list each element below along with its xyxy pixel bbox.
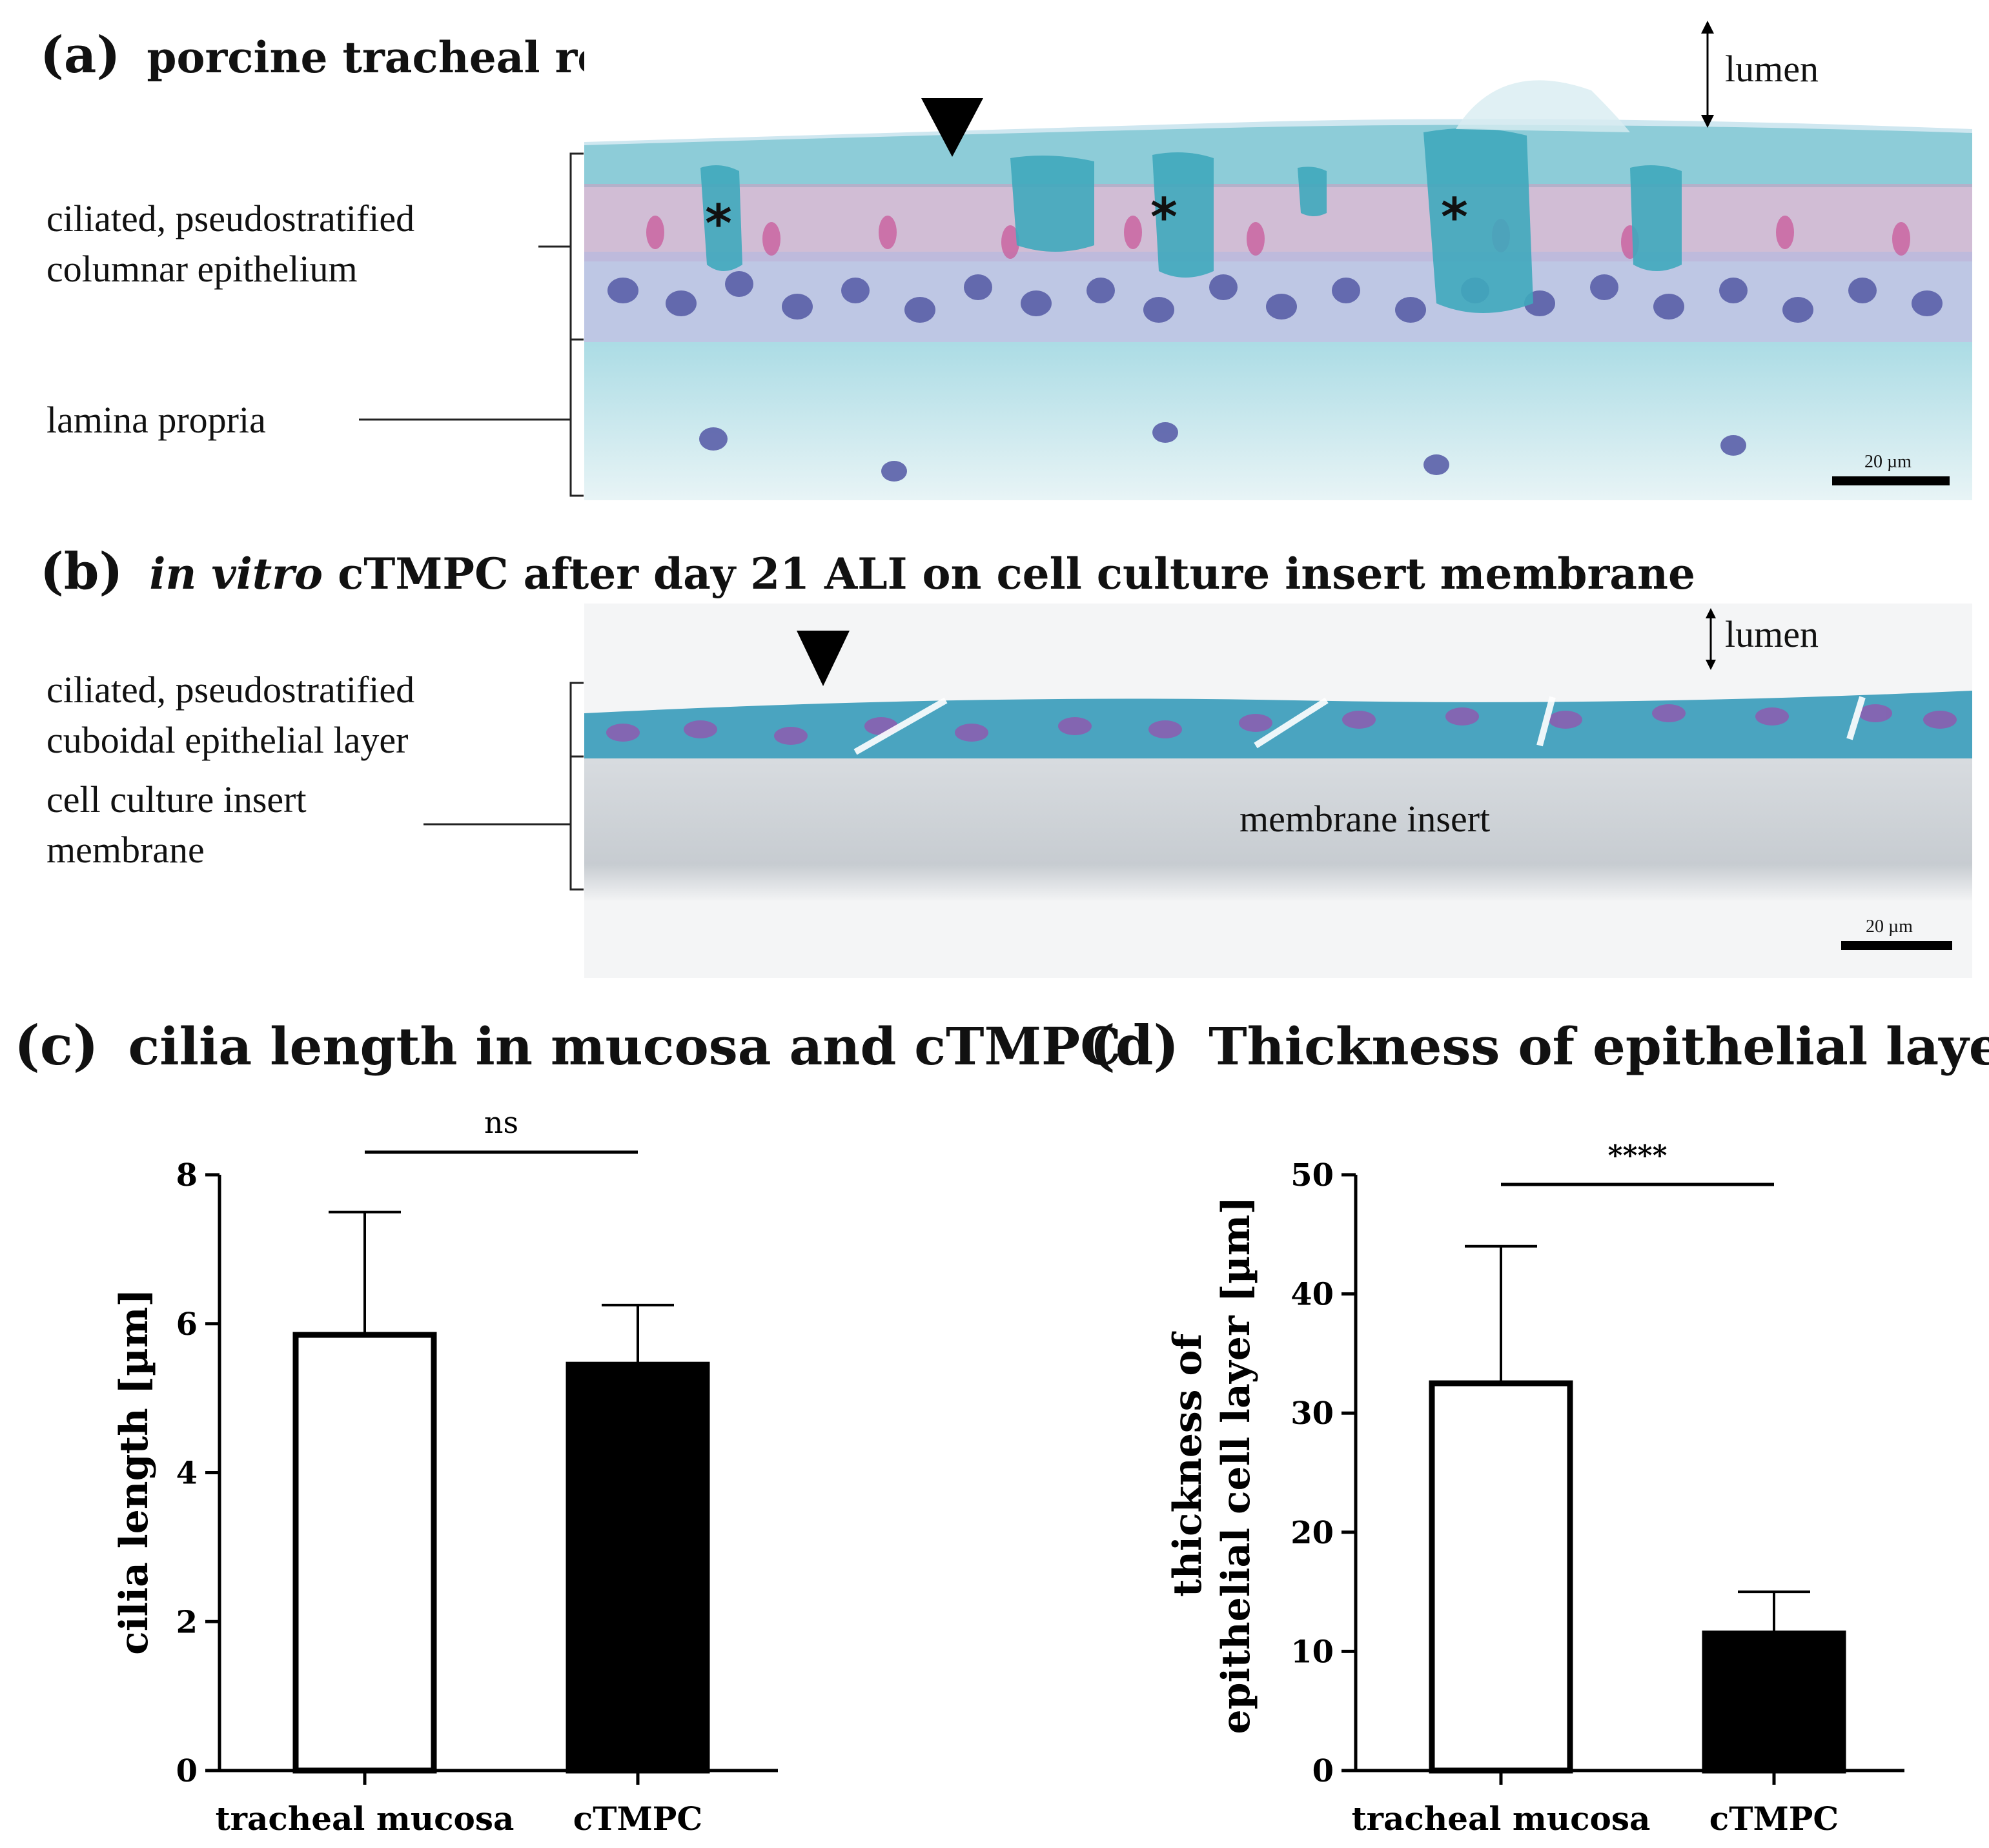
chart-c-x-tick-label: tracheal mucosa [216,1800,515,1838]
panel-b-title: (b) in vitro cTMPC after day 21 ALI on c… [40,542,1695,601]
panel-c-title-text: cilia length in mucosa and cTMPC [128,1016,1121,1077]
chart-d-y-axis-label-line2: epithelial cell layer [µm] [1214,1196,1259,1734]
panel-b-micrograph-art [584,604,1972,978]
panel-a-asterisk-2: * [1150,187,1178,247]
panel-b-scalebar-label: 20 µm [1866,917,1913,937]
panel-b-membrane-insert-label: membrane insert [1239,798,1491,840]
chart-d-y-tick-label: 20 [1290,1515,1334,1551]
panel-b-lumen-label: lumen [1725,613,1819,655]
chart-d-x-tick-label: cTMPC [1709,1800,1839,1838]
chart-c: 0 2 4 6 8 tracheal mucosa cTMPC ns cilia length … [112,1105,778,1838]
chart-c-y-tick-label: 4 [176,1456,198,1492]
chart-d-y-tick-label: 30 [1290,1396,1334,1432]
panel-b-membrane-label: cell culture insert membrane [46,775,307,875]
panel-a-epithelium-label-line1: ciliated, pseudostratified [46,198,415,239]
panel-b-micrograph [584,604,1972,978]
panel-d-letter: (d) [1090,1013,1179,1077]
chart-d: 0 10 20 30 40 50 tracheal mucosa cTMPC **** thick… [1165,1139,1904,1838]
panel-b-lumen-arrow-icon [1706,608,1716,670]
panel-b-epithelium-label-line1: ciliated, pseudostratified [46,669,415,711]
panel-a-epithelium-label-line2: columnar epithelium [46,248,358,290]
panel-a-epithelium-bracket [569,152,584,341]
panel-b-arrowhead-icon [797,631,850,686]
panel-a-lamina-bracket [569,338,584,497]
chart-d-y-tick-label: 0 [1312,1753,1334,1789]
chart-c-y-tick-label: 2 [176,1604,198,1640]
chart-c-bar [292,1332,437,1774]
panel-a-asterisk-1: * [705,194,732,254]
panel-b-title-italic: in vitro [149,549,323,599]
panel-b-membrane-label-line1: cell culture insert [46,778,307,820]
panel-b-scalebar [1841,941,1952,950]
chart-d-x-tick-label: tracheal mucosa [1352,1800,1651,1838]
panel-a-letter: (a) [40,26,121,85]
panel-d-title-text: Thickness of epithelial layer [1209,1016,1989,1077]
panel-a-micrograph [584,19,1972,500]
panel-b-epithelium-bracket [569,682,584,758]
chart-d-y-tick-label: 50 [1290,1157,1334,1193]
panel-a-lumen-arrow-icon [1701,21,1714,128]
panel-b-title-text: cTMPC after day 21 ALI on cell culture i… [338,549,1695,599]
chart-c-bar [566,1361,710,1774]
panel-b-brackets [423,682,584,891]
panel-a-lumen-label: lumen [1725,48,1819,90]
panel-a-brackets [359,152,584,497]
chart-c-x-tick-label: cTMPC [573,1800,702,1838]
panel-a-arrowhead-icon [921,98,983,157]
panel-a-asterisk-3: * [1441,187,1468,247]
panel-b-epithelium-label-line2: cuboidal epithelial layer [46,719,409,761]
panel-d-title: (d) Thickness of epithelial layer [1090,1013,1989,1077]
panel-b-epithelium-label: ciliated, pseudostratified cuboidal epit… [46,665,414,766]
chart-c-y-tick-label: 0 [176,1753,198,1789]
panel-b-membrane-label-line2: membrane [46,829,205,871]
panel-a-epithelium-label: ciliated, pseudostratified columnar epit… [46,194,414,294]
panel-b-membrane-bracket [569,755,584,891]
chart-c-y-tick-label: 8 [176,1157,198,1193]
panel-a-micrograph-art [584,19,1972,500]
panel-a-scalebar [1832,476,1950,485]
chart-c-y-tick-label: 6 [176,1306,198,1343]
chart-d-significance-label: **** [1607,1139,1667,1172]
panel-c-letter: (c) [14,1013,99,1077]
chart-d-bar [1429,1380,1573,1774]
chart-d-y-tick-label: 40 [1290,1277,1334,1313]
chart-c-significance-label: ns [484,1105,518,1140]
panel-a-lamina-label: lamina propria [46,399,266,441]
panel-b-letter: (b) [40,542,123,601]
chart-c-y-axis-label: cilia length [µm] [112,1288,157,1655]
panel-c-title: (c) cilia length in mucosa and cTMPC [14,1013,1121,1077]
chart-d-y-tick-label: 10 [1290,1634,1334,1670]
chart-d-bar [1702,1630,1846,1774]
panel-a-scalebar-label: 20 µm [1864,452,1912,472]
chart-d-y-axis-label-line1: thickness of [1165,1331,1210,1598]
